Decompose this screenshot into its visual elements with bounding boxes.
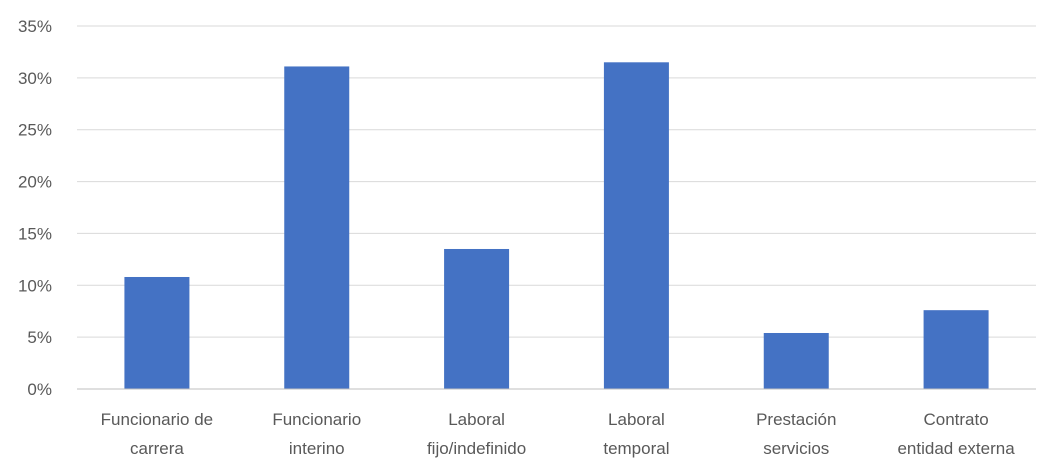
bars [124,62,989,390]
x-tick-label: Funcionario interino [272,410,361,458]
x-tick-label: Laboral temporal [603,410,669,458]
y-tick-label: 15% [18,224,52,243]
x-tick-label: Prestación servicios [756,410,836,458]
bar [124,276,190,389]
bar [923,310,989,389]
y-tick-label: 20% [18,173,52,192]
y-axis-tick-labels: 0% 5% 10% 15% 20% 25% 30% 35% [18,17,52,399]
y-tick-label: 30% [18,69,52,88]
x-tick-label: Contrato entidad externa [897,410,1015,458]
bar [444,248,510,389]
x-axis-tick-labels: Funcionario de carrera Funcionario interino… [101,410,1016,458]
bar [284,66,350,389]
y-tick-label: 35% [18,17,52,36]
gridlines [77,25,1036,338]
bar [603,62,669,390]
y-tick-label: 0% [27,380,52,399]
y-tick-label: 25% [18,121,52,140]
y-tick-label: 5% [27,328,52,347]
y-tick-label: 10% [18,276,52,295]
x-tick-label: Funcionario de carrera [101,410,213,458]
x-tick-label: Laboral fijo/indefinido [427,410,526,458]
bar [763,332,829,389]
